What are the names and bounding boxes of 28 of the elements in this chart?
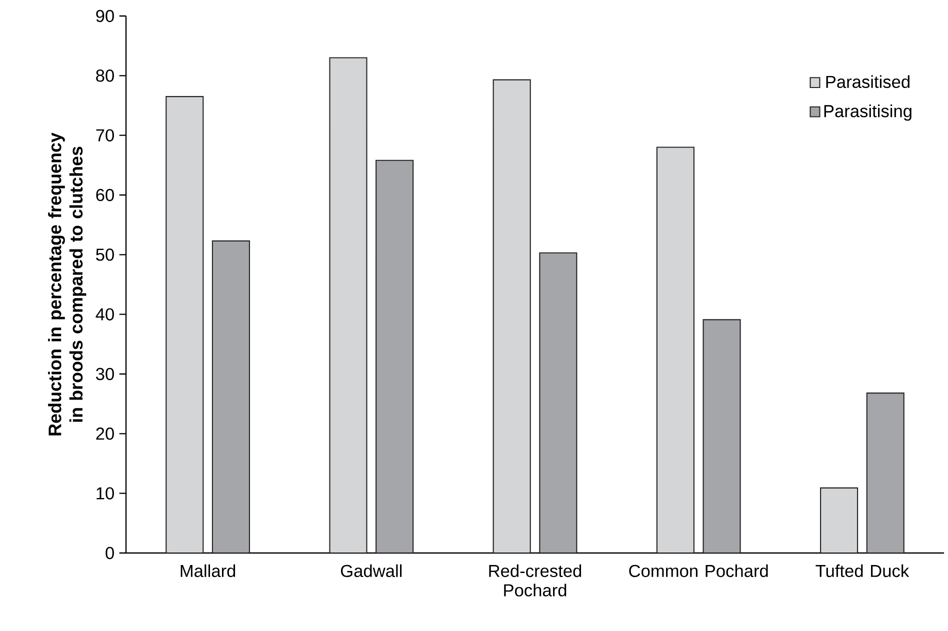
bar	[539, 252, 578, 553]
bar	[492, 79, 531, 553]
y-tick-label: 0	[106, 546, 114, 560]
y-tick-label: 10	[96, 487, 114, 500]
bar	[820, 487, 858, 553]
y-tick-label: 40	[96, 308, 114, 320]
legend-label: Parasitised	[826, 75, 910, 88]
legend-label: Parasitising	[824, 104, 912, 121]
y-tick-label: 20	[96, 428, 114, 440]
x-tick-label: Tufted Duck	[816, 564, 910, 578]
y-tick-label: 70	[96, 129, 114, 142]
bar	[702, 319, 741, 553]
x-tick-label: Gadwall	[340, 564, 402, 578]
y-axis-title: Reduction in percentage frequency in broods compared to clutches	[48, 132, 86, 436]
y-tick-label: 80	[96, 70, 114, 82]
x-tick-label: Red-crested Pochard	[489, 564, 582, 596]
bar	[329, 57, 368, 553]
y-tick-label: 30	[96, 368, 114, 380]
bar	[212, 240, 250, 553]
y-tick-label: 90	[96, 10, 114, 22]
x-tick-label: Mallard	[180, 564, 236, 578]
y-tick-label: 60	[96, 188, 114, 202]
y-tick-label: 50	[96, 248, 114, 261]
x-tick-label: Common Pochard	[629, 564, 768, 578]
bar	[866, 392, 904, 553]
bar	[166, 96, 204, 553]
bar	[656, 146, 694, 553]
bar	[376, 160, 414, 553]
